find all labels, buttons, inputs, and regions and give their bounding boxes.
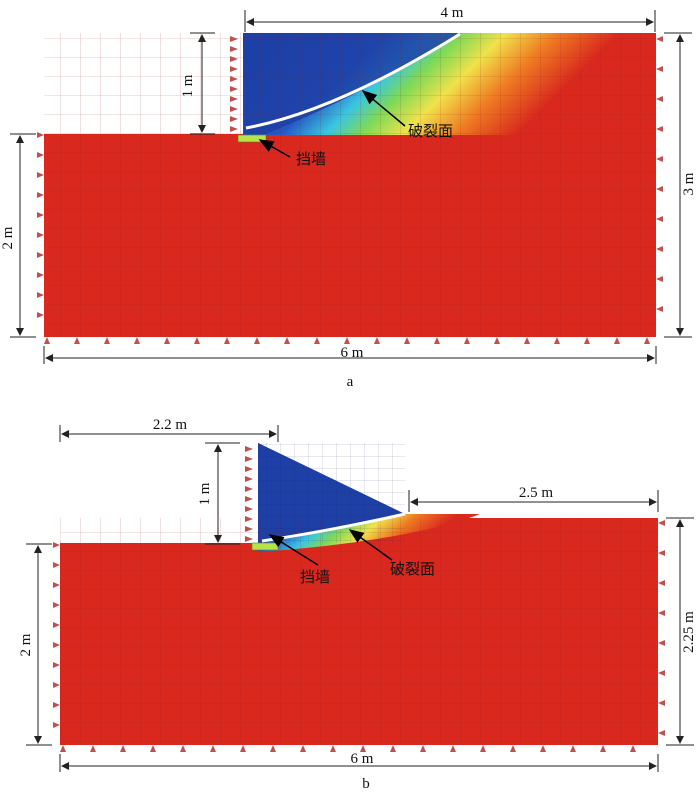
panel-a-soil-model xyxy=(37,32,663,344)
panel-a-left-supports xyxy=(37,36,238,318)
panel-b: 2.2 m 1 m 2.5 m 2 m 2.25 m 6 m xyxy=(18,417,697,792)
panel-b-right-width-label: 2.5 m xyxy=(519,485,554,501)
panel-a-bottom-supports xyxy=(44,337,650,344)
panel-b-label: b xyxy=(362,776,370,792)
panel-a-failure-surface-label: 破裂面 xyxy=(408,122,453,140)
panel-b-annotations: 挡墙 破裂面 xyxy=(268,529,435,586)
panel-a-total-height-label: 3 m xyxy=(681,172,697,195)
panel-b-right-supports xyxy=(658,520,665,736)
panel-b-retaining-wall xyxy=(251,542,279,551)
panel-a-upper-height-label: 1 m xyxy=(180,74,196,97)
panel-a-wall-label: 挡墙 xyxy=(296,150,326,168)
panel-a-retaining-wall xyxy=(237,134,267,143)
panel-a-annotations: 挡墙 破裂面 xyxy=(258,90,453,168)
panel-a: 4 m 1 m 2 m 3 m 6 m 挡墙 破裂面 a xyxy=(0,5,697,390)
panel-b-wall-label: 挡墙 xyxy=(300,568,330,586)
panel-a-right-supports xyxy=(656,36,663,312)
panel-a-bottom-width-label: 6 m xyxy=(341,345,364,361)
panel-b-bottom-width-label: 6 m xyxy=(351,751,374,767)
panel-a-lower-height-label: 2 m xyxy=(0,226,16,249)
panel-a-label: a xyxy=(347,374,354,390)
panel-a-top-width-label: 4 m xyxy=(441,5,464,21)
panel-b-failure-surface-label: 破裂面 xyxy=(390,560,435,578)
panel-a-dimensions: 4 m 1 m 2 m 3 m 6 m xyxy=(0,5,697,364)
panel-b-top-left-width-label: 2.2 m xyxy=(153,417,188,433)
panel-b-upper-height-label: 1 m xyxy=(197,482,213,505)
panel-b-lower-height-label: 2 m xyxy=(18,633,34,656)
panel-b-soil-model xyxy=(53,443,665,752)
panel-b-left-supports xyxy=(53,446,253,728)
panel-a-failure-surface-line xyxy=(245,32,461,130)
panel-b-dimensions: 2.2 m 1 m 2.5 m 2 m 2.25 m 6 m xyxy=(18,417,697,772)
panel-b-right-height-label: 2.25 m xyxy=(681,611,697,653)
panel-b-bottom-supports xyxy=(60,745,636,752)
